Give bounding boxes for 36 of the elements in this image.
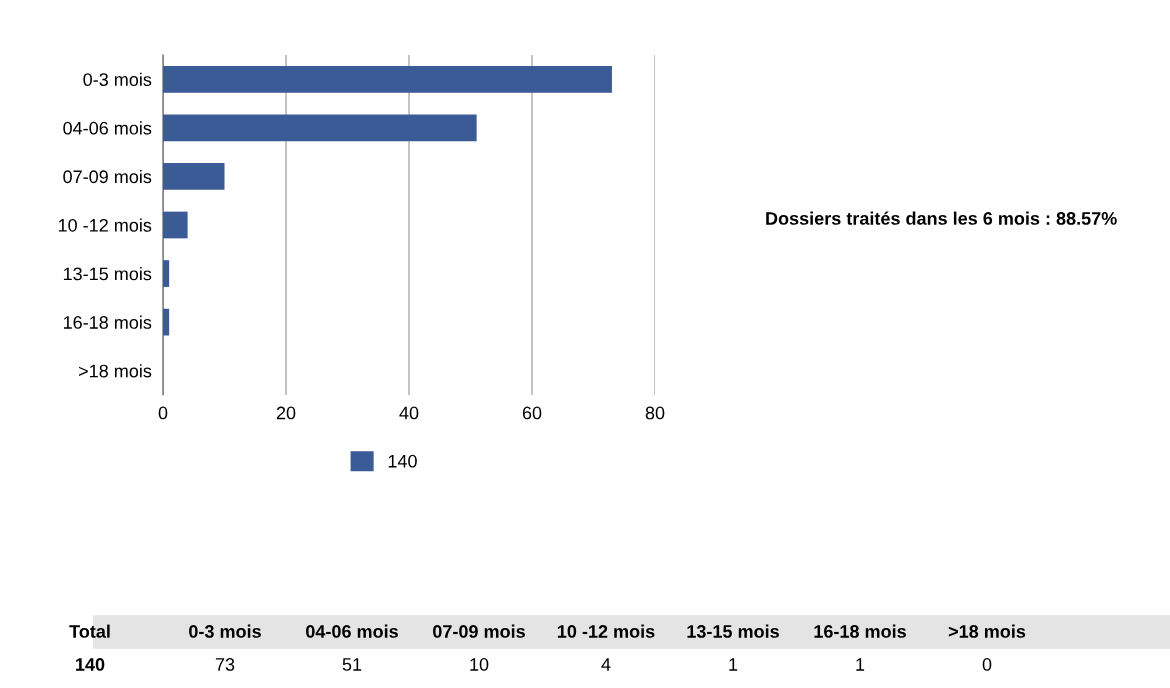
text: 10 <box>470 658 489 671</box>
y-tick-label: 0-3 mois <box>83 72 152 87</box>
y-tick-label: 16-18 mois <box>63 315 152 329</box>
bar <box>163 163 225 190</box>
x-tick-label: 20 <box>276 406 296 420</box>
text: >18 mois <box>948 624 1026 638</box>
text: 1 <box>856 658 865 671</box>
text: 4 <box>601 658 611 671</box>
text: 0-3 mois <box>189 624 261 638</box>
text: 16-18 mois <box>814 624 906 638</box>
y-tick-label: 07-09 mois <box>63 169 152 184</box>
x-tick-label: 40 <box>399 406 419 420</box>
text: 10 -12 mois <box>557 624 655 638</box>
bar <box>163 65 612 93</box>
text: Dossiers traités dans les 6 mois : 88.57% <box>766 211 1117 225</box>
bar <box>163 308 170 336</box>
bar <box>163 211 188 239</box>
text: 07-09 mois <box>433 624 525 638</box>
text: 1 <box>729 658 738 671</box>
text: 51 <box>342 658 362 671</box>
text: 73 <box>215 658 235 671</box>
x-tick-label: 0 <box>158 406 168 420</box>
text: 0 <box>982 658 992 671</box>
bar <box>163 114 477 142</box>
legend-label: 140 <box>388 454 417 468</box>
x-tick-label: 80 <box>645 406 665 420</box>
text: 13-15 mois <box>687 624 779 638</box>
y-tick-label: 10 -12 mois <box>58 218 152 232</box>
y-tick-label: 04-06 mois <box>63 121 152 135</box>
y-tick-label: >18 mois <box>79 364 152 378</box>
text: Total <box>69 624 110 638</box>
text: 140 <box>76 658 105 671</box>
y-tick-label: 13-15 mois <box>63 267 152 281</box>
x-tick-label: 60 <box>522 406 542 420</box>
text: 04-06 mois <box>306 624 398 638</box>
bar <box>163 260 170 287</box>
